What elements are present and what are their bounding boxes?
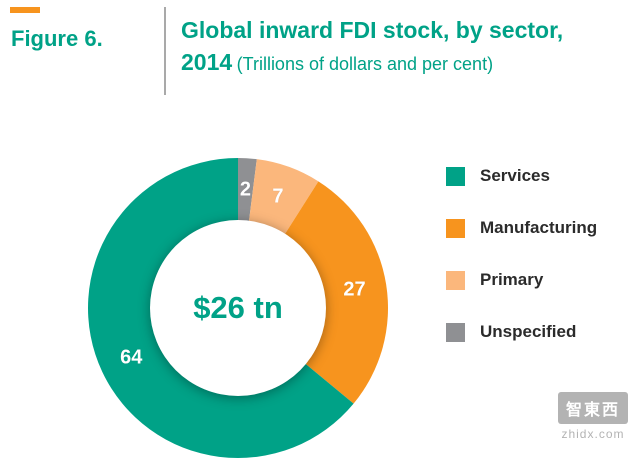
slice-value-label: 2 — [239, 178, 251, 201]
legend-item-services: Services — [446, 166, 597, 186]
legend-item-primary: Primary — [446, 270, 597, 290]
legend-swatch — [446, 322, 465, 342]
legend-label: Unspecified — [480, 322, 577, 341]
figure-title-line2: 2014 (Trillions of dollars and per cent) — [181, 47, 631, 79]
legend-swatch — [446, 270, 465, 290]
figure-title-line1: Global inward FDI stock, by sector, — [181, 17, 564, 43]
legend-swatch — [446, 218, 465, 238]
slice-value-label: 7 — [272, 185, 284, 208]
slice-value-label: 27 — [343, 278, 366, 301]
legend-item-unspecified: Unspecified — [446, 322, 597, 342]
donut-chart: $26 tn 2 7 27 64 — [88, 158, 388, 458]
legend-swatch — [446, 166, 465, 186]
figure-title: Global inward FDI stock, by sector, 2014… — [181, 15, 631, 78]
accent-bar — [10, 7, 40, 13]
legend: Services Manufacturing Primary Unspecified — [446, 166, 597, 342]
watermark-domain: zhidx.com — [561, 427, 625, 441]
header-divider — [164, 7, 166, 95]
watermark-logo: 智東西 — [557, 392, 628, 424]
slice-value-label: 64 — [120, 346, 143, 369]
figure-title-year: 2014 — [181, 48, 233, 75]
donut-center-label: $26 tn — [193, 290, 283, 325]
legend-label: Manufacturing — [480, 218, 598, 237]
legend-label: Primary — [480, 270, 544, 289]
legend-item-manufacturing: Manufacturing — [446, 218, 597, 238]
legend-label: Services — [480, 166, 550, 185]
figure-label: Figure 6. — [11, 26, 103, 51]
figure-title-units: (Trillions of dollars and per cent) — [236, 53, 494, 74]
donut-hole: $26 tn — [150, 220, 326, 396]
watermark: 智東西 zhidx.com — [557, 392, 628, 441]
